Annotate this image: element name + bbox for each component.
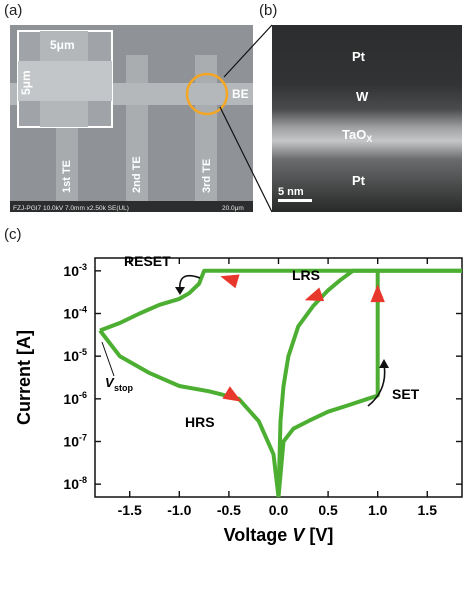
iv-curves — [98, 268, 462, 498]
x-axis-label: Voltage V [V] — [224, 525, 334, 545]
layer-taox: TaOX — [342, 127, 372, 144]
layer-w: W — [356, 89, 369, 104]
te-label-1: 1st TE — [61, 160, 73, 193]
tem-cross-section: Pt W TaOX Pt 5 nm — [272, 25, 462, 212]
reset-curved-arrow — [179, 274, 201, 291]
set-curved-arrow — [367, 363, 386, 407]
iv-branch-3 — [98, 329, 281, 498]
tem-scalebar — [278, 199, 312, 202]
te-strip-1 — [56, 105, 78, 205]
annotation-hrs: HRS — [185, 414, 215, 430]
x-tick-label: -1.5 — [118, 502, 142, 518]
set-arrowhead — [379, 359, 389, 368]
y-tick-label: 10-4 — [63, 305, 87, 322]
panel-label-b: (b) — [259, 2, 278, 19]
direction-arrows — [220, 274, 385, 402]
x-tick-label: 0.5 — [318, 502, 338, 518]
inset-width-label: 5μm — [50, 38, 75, 52]
x-tick-label: 1.0 — [368, 502, 388, 518]
sem-footer — [10, 201, 253, 212]
sem-footer-info: FZJ-PGI7 10.0kV 7.0mm x2.50k SE(UL) — [13, 205, 129, 212]
annotation-reset: RESET — [124, 253, 171, 269]
y-tick-label: 10-3 — [63, 262, 87, 279]
x-tick-label: -1.0 — [167, 502, 191, 518]
highlight-circle — [185, 72, 229, 116]
reset-arrowhead — [175, 287, 185, 295]
annotation-lrs: LRS — [292, 267, 320, 283]
sem-scale-label: 20.0μm — [222, 205, 244, 212]
x-tick-label: -0.5 — [217, 502, 241, 518]
y-tick-label: 10-8 — [63, 475, 87, 492]
iv-branch-1 — [276, 268, 462, 498]
arrow-set — [370, 284, 385, 303]
panel-label-c: (c) — [4, 226, 22, 243]
tem-scalebar-label: 5 nm — [278, 186, 304, 198]
annotation-set: SET — [392, 386, 420, 402]
inset-be — [18, 61, 112, 101]
layer-pt-bottom: Pt — [352, 173, 366, 188]
arrow-lrs — [304, 287, 325, 302]
inset-height-label: 5μm — [19, 70, 33, 95]
iv-branch-4 — [276, 270, 380, 498]
sem-micrograph: 5μm 5μm BE 1st TE 2nd TE 3rd TE FZJ-PGI7… — [10, 25, 253, 212]
iv-branch-2 — [99, 268, 462, 333]
be-label: BE — [232, 87, 249, 101]
y-tick-label: 10-5 — [63, 347, 87, 364]
x-tick-label: 1.5 — [418, 502, 438, 518]
x-tick-label: 0.0 — [269, 502, 289, 518]
annotation-vstop-sub: stop — [114, 383, 134, 393]
y-tick-label: 10-7 — [63, 432, 87, 449]
te-label-3: 3rd TE — [201, 159, 213, 193]
annotation-vstop: V — [105, 375, 115, 390]
y-axis-label: Current [A] — [14, 330, 34, 425]
axis-ticks: -1.5 -1.0 -0.5 0.0 0.5 1.0 1.5 10-8 10-7 10-6 10-5… — [63, 258, 462, 518]
sem-image: 5μm 5μm BE 1st TE 2nd TE 3rd TE FZJ-PGI7… — [10, 25, 253, 212]
vstop-pointer — [101, 341, 115, 377]
iv-chart: -1.5 -1.0 -0.5 0.0 0.5 1.0 1.5 10-8 10-7 10-6 10-5… — [14, 253, 463, 545]
arrow-hrs — [222, 386, 242, 402]
layer-pt-top: Pt — [352, 49, 366, 64]
te-label-2: 2nd TE — [131, 156, 143, 193]
y-tick-label: 10-6 — [63, 390, 87, 407]
panel-label-a: (a) — [4, 2, 23, 19]
tem-image: Pt W TaOX Pt 5 nm — [272, 25, 462, 212]
arrow-reset — [220, 274, 240, 289]
